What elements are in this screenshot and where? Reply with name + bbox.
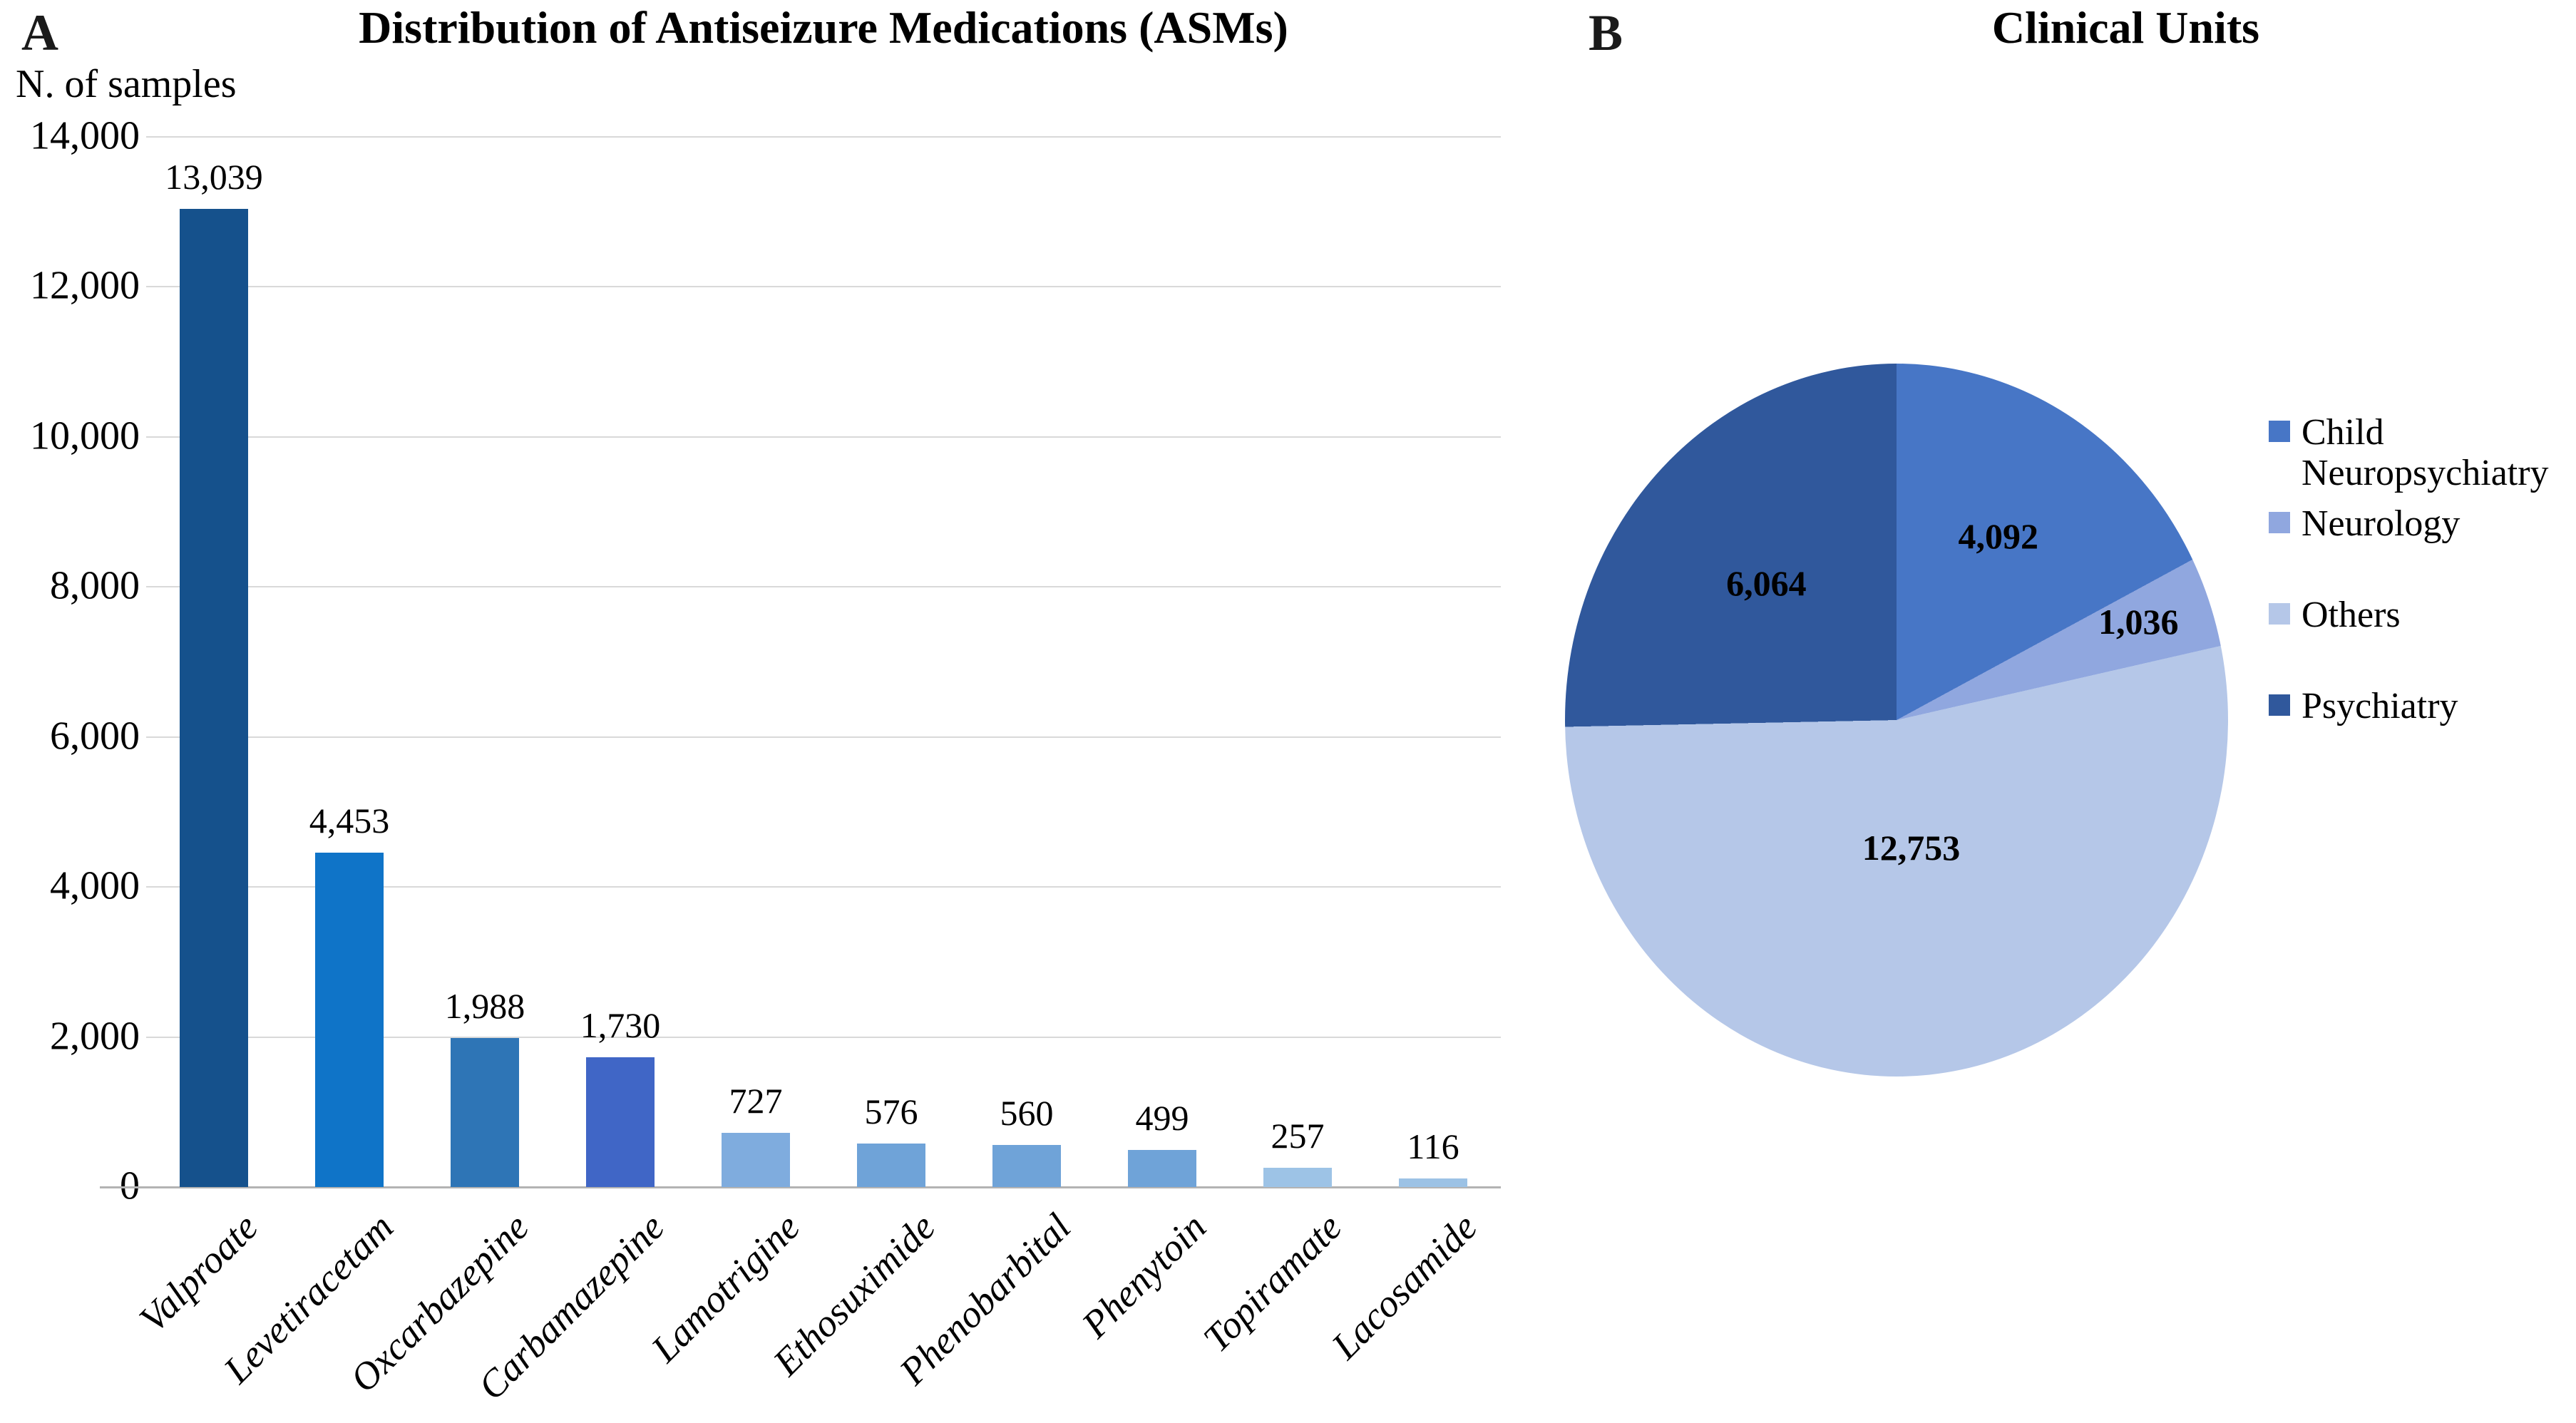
bar-value-label: 4,453 <box>309 801 390 841</box>
panel-a-bar-chart: A Distribution of Antiseizure Medication… <box>0 2 1501 1423</box>
gridline <box>146 436 1501 438</box>
x-axis-label: Phenytoin <box>1073 1205 1215 1346</box>
y-tick-label: 4,000 <box>50 863 140 908</box>
gridline <box>146 736 1501 738</box>
x-axis-label: Lacosamide <box>1323 1205 1486 1367</box>
bar-value-label: 727 <box>729 1080 783 1121</box>
legend-swatch-icon <box>2269 603 2290 625</box>
bar-value-label: 257 <box>1271 1115 1325 1156</box>
pie-slice-value-label: 12,753 <box>1862 827 1961 868</box>
bar-oxcarbazepine <box>451 1037 519 1187</box>
pie-chart-title: Clinical Units <box>1991 2 2260 53</box>
bar-carbamazepine <box>586 1057 655 1187</box>
legend-label: Child Neuropsychiatry <box>2302 412 2549 494</box>
gridline <box>146 586 1501 588</box>
bar-value-label: 1,988 <box>444 985 525 1026</box>
bar-phenytoin <box>1128 1149 1196 1187</box>
bar-topiramate <box>1263 1167 1332 1187</box>
pie <box>1565 364 2228 1077</box>
y-axis-unit-label: N. of samples <box>16 62 237 106</box>
pie-slice-value-label: 6,064 <box>1726 562 1807 603</box>
y-tick-label: 6,000 <box>50 714 140 759</box>
bar-value-label: 13,039 <box>165 157 263 197</box>
bar-lamotrigine <box>722 1132 790 1187</box>
y-tick-label: 12,000 <box>30 264 140 309</box>
legend-item-others: Others <box>2269 595 2576 635</box>
x-axis-category-labels: Valproate Levetiracetam Oxcarbazepine Carba… <box>131 1189 1501 1423</box>
gridline <box>146 1036 1501 1038</box>
bar-value-label: 499 <box>1135 1097 1189 1138</box>
y-tick-label: 10,000 <box>30 413 140 458</box>
gridline <box>146 886 1501 888</box>
bar-value-label: 1,730 <box>580 1005 661 1045</box>
legend-label: Neurology <box>2302 503 2460 544</box>
legend-item-child-neuropsychiatry: Child Neuropsychiatry <box>2269 412 2576 493</box>
legend-label: Psychiatry <box>2302 686 2458 726</box>
pie-slice-value-label: 1,036 <box>2098 602 2179 642</box>
bar-chart-title: Distribution of Antiseizure Medications … <box>359 2 1288 53</box>
bar-value-label: 116 <box>1407 1126 1459 1166</box>
bar-lacosamide <box>1399 1178 1467 1187</box>
gridline <box>146 136 1501 138</box>
bar-value-label: 576 <box>864 1091 918 1132</box>
gridline <box>146 286 1501 288</box>
x-axis-label: Valproate <box>130 1205 267 1341</box>
legend-item-neurology: Neurology <box>2269 503 2576 544</box>
bar-phenobarbital <box>992 1145 1061 1187</box>
bar-value-label: 560 <box>1000 1093 1054 1134</box>
gridline <box>100 1186 1501 1188</box>
bar-valproate <box>180 209 248 1187</box>
legend-item-psychiatry: Psychiatry <box>2269 686 2576 726</box>
y-tick-label: 8,000 <box>50 564 140 609</box>
bar-levetiracetam <box>315 853 384 1187</box>
bar-plot-area: 13,039 4,453 1,988 1,730 727 576 560 499 257 116 <box>100 136 1501 1188</box>
y-tick-label: 14,000 <box>30 113 140 158</box>
y-tick-label: 2,000 <box>50 1014 140 1059</box>
y-tick-label: 0 <box>120 1163 140 1208</box>
legend-swatch-icon <box>2269 512 2290 533</box>
y-axis-tick-labels: 0 2,000 4,000 6,000 8,000 10,000 12,000 14,000 <box>0 114 140 1208</box>
legend-label: Others <box>2302 595 2401 635</box>
panel-b-label: B <box>1589 4 1623 61</box>
bar-ethosuximide <box>857 1144 925 1187</box>
legend-swatch-icon <box>2269 421 2290 442</box>
panel-b-pie-chart: B Clinical Units 4,092 1,036 12,753 6,064 C… <box>1533 0 2576 1423</box>
panel-a-label: A <box>21 4 58 61</box>
pie-slice-value-label: 4,092 <box>1958 516 2038 557</box>
legend-swatch-icon <box>2269 694 2290 716</box>
